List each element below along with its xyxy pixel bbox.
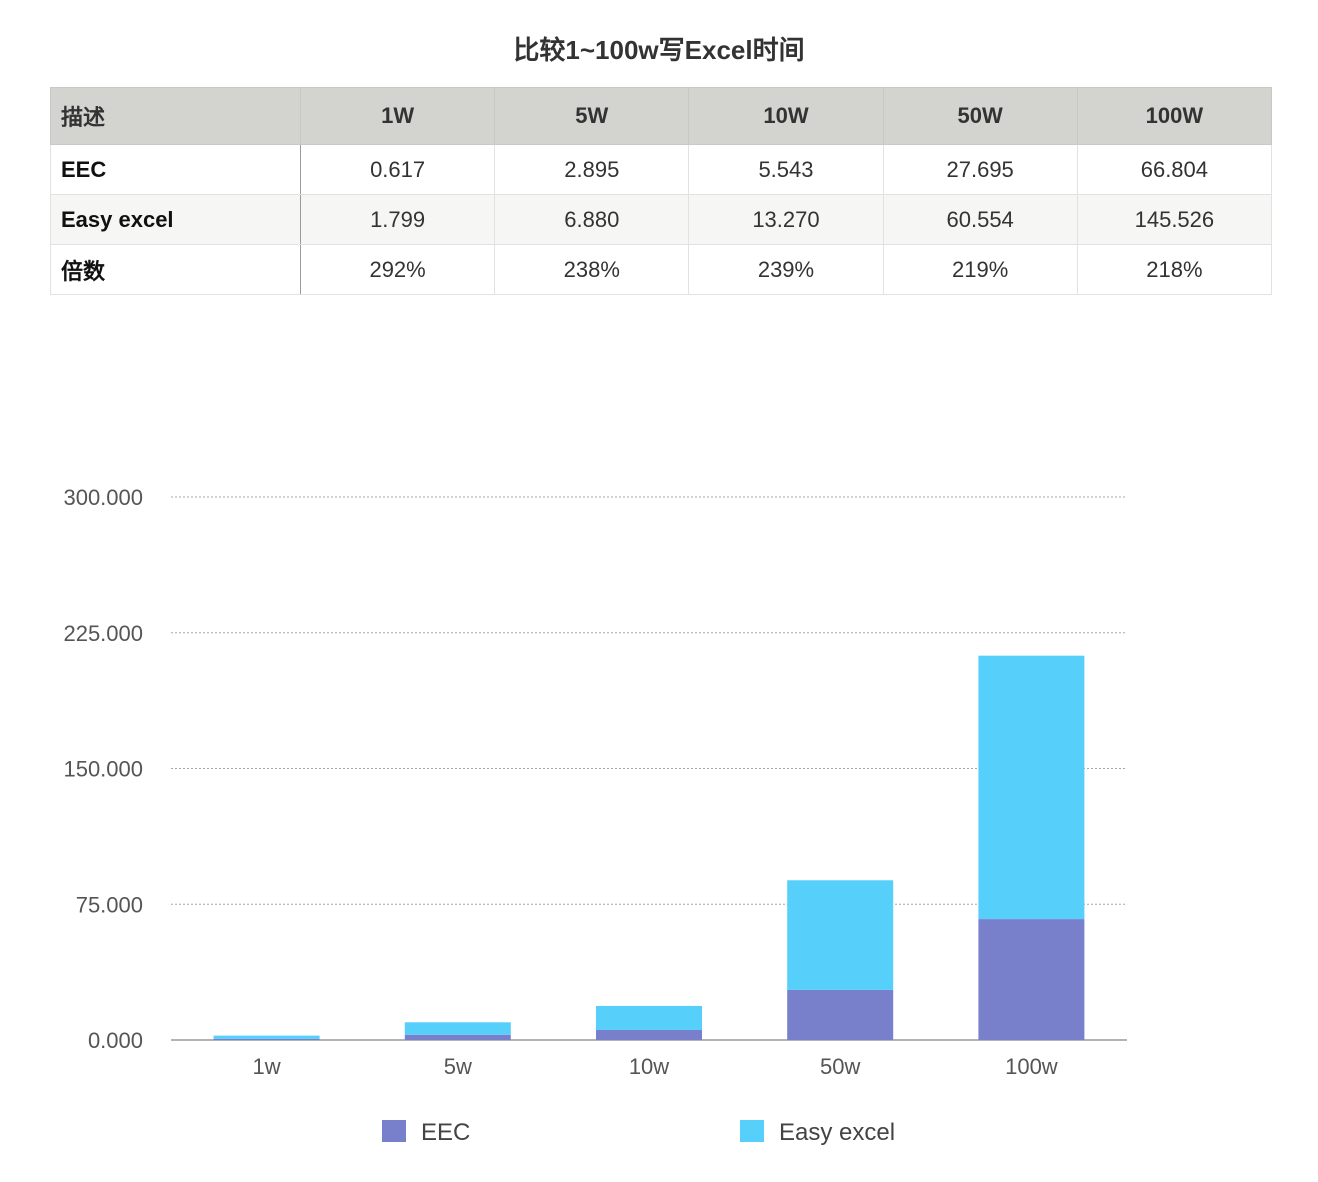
table-cell: 218% (1076, 244, 1273, 295)
data-table: 描述 1W 5W 10W 50W 100W EEC 0.617 2.895 5.… (50, 87, 1273, 295)
row-label: EEC (50, 144, 301, 195)
x-tick-label: 1w (253, 1054, 281, 1079)
table-cell: 6.880 (494, 194, 690, 245)
bar-eec-10w (596, 1029, 702, 1040)
header-cell-1w: 1W (299, 87, 496, 145)
x-tick-label: 10w (629, 1054, 669, 1079)
y-tick-label: 150.000 (63, 757, 143, 782)
table-cell: 292% (299, 244, 496, 295)
x-tick-label: 100w (1005, 1054, 1058, 1079)
table-cell: 239% (688, 244, 884, 295)
header-cell-desc: 描述 (50, 87, 301, 145)
row-label: 倍数 (50, 244, 301, 295)
table-row-ratio: 倍数 292% 238% 239% 219% 218% (50, 244, 1273, 295)
y-tick-label: 225.000 (63, 621, 143, 646)
table-row-eec: EEC 0.617 2.895 5.543 27.695 66.804 (50, 144, 1273, 195)
bar-eec-50w (787, 989, 894, 1040)
row-label: Easy excel (50, 194, 301, 245)
table-cell: 145.526 (1076, 194, 1273, 245)
legend-swatch (740, 1120, 764, 1142)
table-header-row: 描述 1W 5W 10W 50W 100W (50, 87, 1273, 145)
table-cell: 13.270 (688, 194, 884, 245)
bar-easy-excel-100w (978, 655, 1085, 920)
bar-eec-5w (404, 1034, 511, 1040)
bar-easy-excel-50w (787, 880, 894, 990)
header-cell-50w: 50W (882, 87, 1078, 145)
y-tick-label: 300.000 (63, 485, 143, 510)
bar-eec-100w (978, 919, 1085, 1040)
header-cell-5w: 5W (494, 87, 690, 145)
legend-label: EEC (421, 1119, 470, 1146)
legend-swatch (382, 1120, 406, 1142)
header-cell-100w: 100W (1076, 87, 1273, 145)
table-cell: 5.543 (688, 144, 884, 195)
table-cell: 60.554 (882, 194, 1078, 245)
table-cell: 238% (494, 244, 690, 295)
bar-easy-excel-1w (213, 1035, 320, 1039)
bar-easy-excel-10w (596, 1005, 702, 1030)
table-cell: 219% (882, 244, 1078, 295)
table-cell: 2.895 (494, 144, 690, 195)
y-tick-label: 75.000 (76, 892, 143, 917)
table-cell: 0.617 (299, 144, 496, 195)
x-tick-label: 50w (820, 1054, 860, 1079)
bar-easy-excel-5w (404, 1022, 511, 1035)
table-cell: 66.804 (1076, 144, 1273, 195)
x-tick-label: 5w (444, 1054, 472, 1079)
bar-eec-1w (213, 1038, 320, 1040)
legend-label: Easy excel (779, 1119, 895, 1146)
y-tick-label: 0.000 (88, 1028, 143, 1053)
page-title: 比较1~100w写Excel时间 (513, 35, 805, 65)
